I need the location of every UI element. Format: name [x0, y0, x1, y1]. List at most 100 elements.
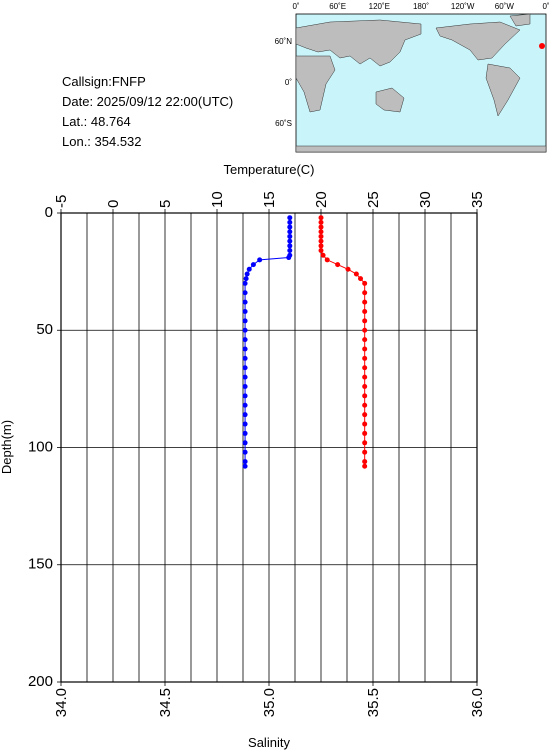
profile-point: [324, 257, 330, 263]
x-tick-label: 30: [417, 191, 434, 208]
profile-point: [242, 318, 248, 324]
x-tick-label: 5: [157, 200, 174, 208]
profile-point: [362, 337, 368, 343]
profile-point: [243, 276, 249, 282]
profile-point: [362, 393, 368, 399]
x2-tick-label: 36.0: [469, 688, 486, 717]
profile-point: [242, 463, 248, 469]
profile-point: [362, 374, 368, 380]
map-lon-label: 120˚E: [369, 2, 390, 11]
profile-point: [287, 248, 293, 254]
profile-point: [242, 374, 248, 380]
profile-point: [362, 440, 368, 446]
profile-point: [318, 224, 324, 230]
date: Date: 2025/09/12 22:00(UTC): [62, 94, 233, 109]
profile-point: [362, 280, 368, 286]
profile-point: [242, 440, 248, 446]
profile-point: [318, 229, 324, 235]
x2-tick-label: 35.5: [365, 688, 382, 717]
profile-point: [246, 266, 252, 272]
profile-point: [257, 257, 263, 263]
x2-tick-label: 34.0: [53, 688, 70, 717]
x-tick-label: 10: [209, 191, 226, 208]
profile-point: [362, 299, 368, 305]
profile-point: [362, 463, 368, 469]
station-marker: [539, 43, 545, 49]
map-lon-label: 60˚E: [329, 2, 346, 11]
location-map: 0˚ 60˚E 120˚E 180˚ 120˚W 60˚W 0˚ 60˚N 0˚ 60˚S: [275, 2, 550, 153]
profile-point: [242, 430, 248, 436]
profile-point: [242, 384, 248, 390]
profile-point: [287, 233, 293, 239]
profile-point: [318, 243, 324, 249]
x2-tick-label: 34.5: [157, 688, 174, 717]
y-tick-label: 150: [28, 556, 53, 573]
longitude: Lon.: 354.532: [62, 134, 142, 149]
map-lon-label: 60˚W: [495, 2, 515, 11]
profile-point: [362, 412, 368, 418]
map-lon-label: 0˚: [292, 2, 299, 11]
profile-point: [362, 318, 368, 324]
map-lon-label: 0˚: [542, 2, 549, 11]
profile-point: [345, 266, 351, 272]
profile-point: [335, 262, 341, 268]
x2-axis-title: Salinity: [248, 735, 290, 750]
callsign: Callsign:FNFP: [62, 74, 146, 89]
map-lon-label: 180˚: [413, 2, 429, 11]
profile-point: [362, 308, 368, 314]
profile-point: [242, 355, 248, 361]
profile-point: [320, 252, 326, 258]
profile-point: [362, 355, 368, 361]
profile-point: [242, 412, 248, 418]
map-lat-label: 60˚S: [275, 119, 292, 128]
plot-frame: [60, 212, 478, 683]
profile-point: [318, 215, 324, 221]
profile-point: [362, 327, 368, 333]
profile-point: [242, 280, 248, 286]
profile-point: [287, 243, 293, 249]
profile-point: [362, 421, 368, 427]
y-tick-label: 50: [36, 321, 53, 338]
profile-point: [242, 327, 248, 333]
profile-point: [242, 290, 248, 296]
profile-point: [318, 238, 324, 244]
x2-tick-label: 35.0: [261, 688, 278, 717]
map-lat-label: 0˚: [285, 78, 292, 87]
profile-point: [358, 276, 364, 282]
profile-point: [242, 365, 248, 371]
map-lat-label: 60˚N: [275, 37, 293, 46]
profile-point: [250, 262, 256, 268]
profile-point: [242, 393, 248, 399]
profile-point: [242, 402, 248, 408]
x-tick-label: 15: [261, 191, 278, 208]
profile-line: [320, 217, 366, 467]
profile-point: [362, 449, 368, 455]
latitude: Lat.: 48.764: [62, 114, 131, 129]
profile-point: [242, 421, 248, 427]
profile-point: [362, 365, 368, 371]
y-tick-label: 100: [28, 438, 53, 455]
profile-point: [242, 449, 248, 455]
profile-point: [242, 459, 248, 465]
x-tick-label: -5: [53, 195, 70, 208]
x-axis-title: Temperature(C): [223, 162, 314, 177]
profile-point: [362, 430, 368, 436]
y-tick-label: 200: [28, 673, 53, 690]
profile-point: [242, 337, 248, 343]
profile-line: [244, 217, 291, 467]
profile-point: [362, 459, 368, 465]
profile-point: [242, 308, 248, 314]
map-land: [295, 13, 547, 153]
profile-point: [244, 271, 250, 277]
x-tick-label: 20: [313, 191, 330, 208]
profile-point: [318, 219, 324, 225]
profile-point: [286, 255, 292, 261]
profile-point: [362, 384, 368, 390]
profile-point: [318, 233, 324, 239]
x-tick-label: 25: [365, 191, 382, 208]
map-lon-label: 120˚W: [451, 2, 475, 11]
profile-point: [362, 346, 368, 352]
y-axis-title: Depth(m): [0, 420, 14, 474]
profile-point: [362, 402, 368, 408]
